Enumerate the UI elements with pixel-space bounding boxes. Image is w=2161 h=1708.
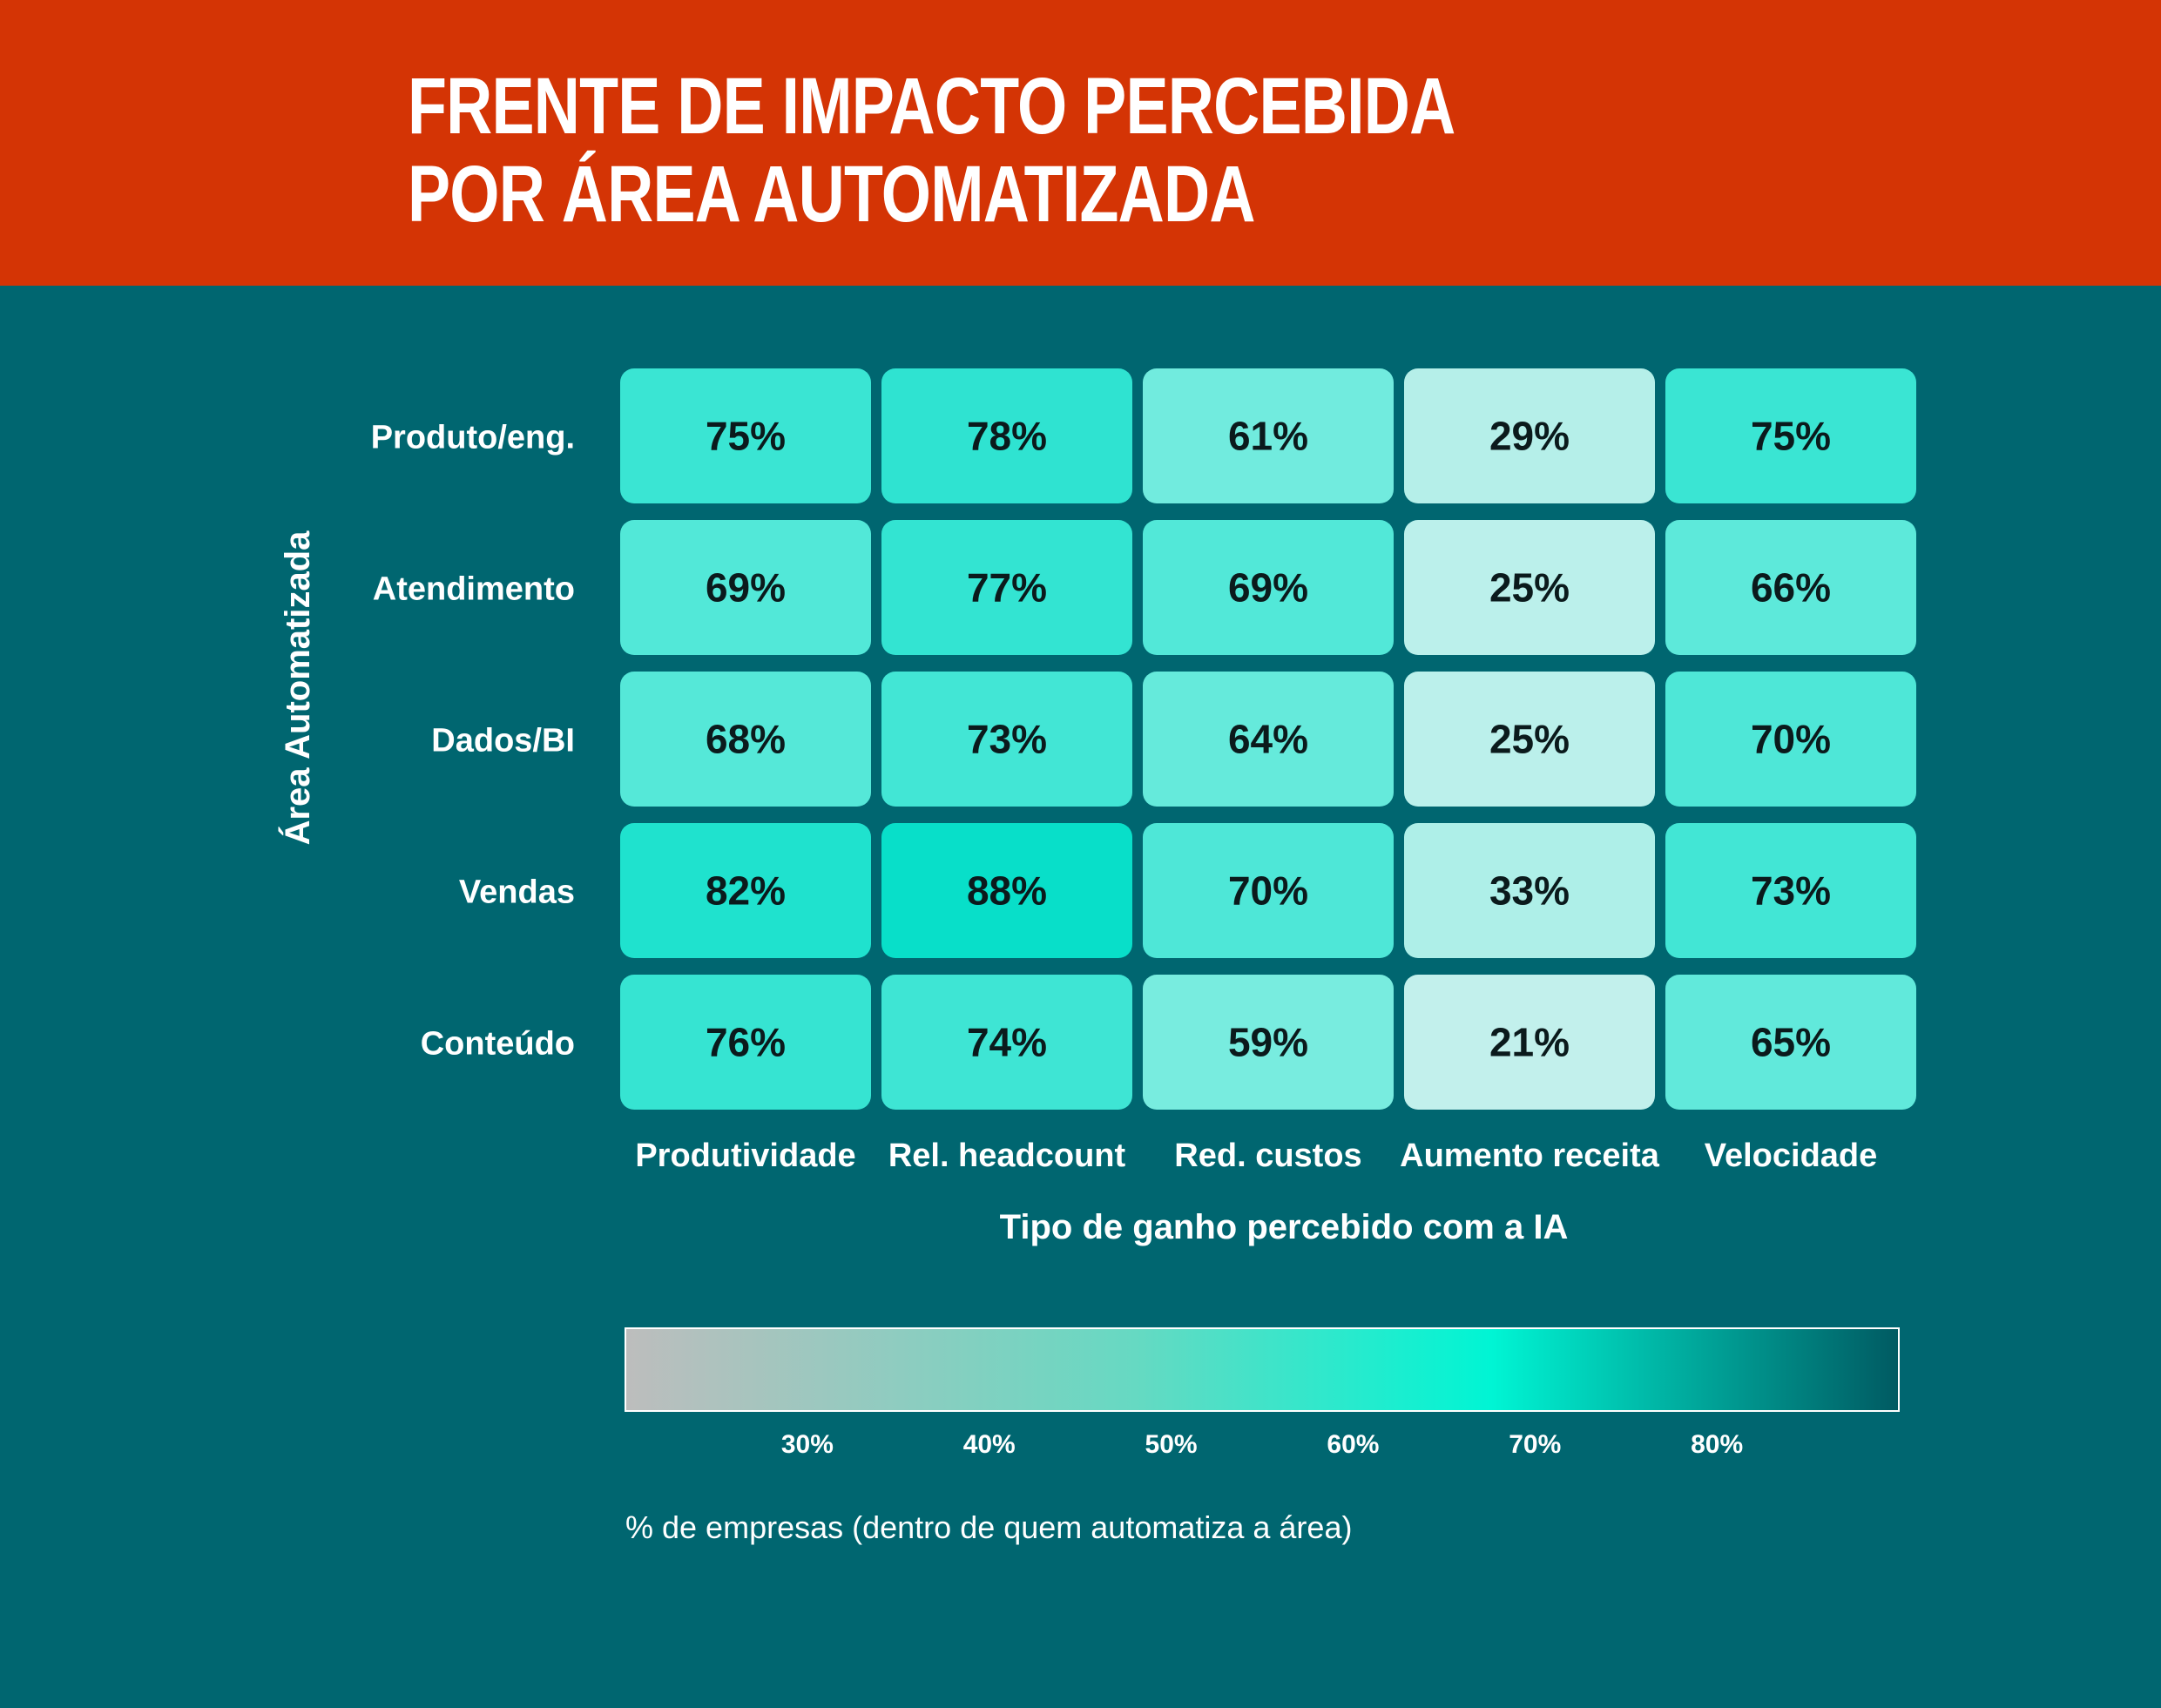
column-label: Aumento receita bbox=[1400, 1138, 1660, 1174]
heatmap-cell bbox=[620, 672, 871, 807]
colorbar-ticks: 30% 40% 50% 60% 70% 80% bbox=[781, 1430, 1743, 1459]
heatmap-cell bbox=[1665, 823, 1916, 958]
cell-value-label: 64% bbox=[1228, 717, 1308, 762]
column-label: Red. custos bbox=[1174, 1138, 1361, 1174]
cell-value-label: 61% bbox=[1228, 414, 1308, 459]
cell-value-label: 65% bbox=[1751, 1020, 1831, 1065]
cell-value-label: 70% bbox=[1751, 717, 1831, 762]
column-labels: Produtividade Rel. headcount Red. custos Au… bbox=[635, 1138, 1877, 1174]
heatmap-cell bbox=[1143, 823, 1394, 958]
heatmap-cell bbox=[1143, 368, 1394, 503]
cell-value-label: 33% bbox=[1489, 868, 1570, 914]
cell-value-label: 77% bbox=[967, 565, 1047, 611]
cell-value-label: 73% bbox=[1751, 868, 1831, 914]
heatmap-cell bbox=[881, 823, 1132, 958]
colorbar-tick-label: 50% bbox=[1145, 1430, 1198, 1459]
cell-value-label: 25% bbox=[1489, 565, 1570, 611]
column-label: Produtividade bbox=[635, 1138, 855, 1174]
colorbar-tick-label: 40% bbox=[963, 1430, 1016, 1459]
y-axis-title: Área Automatizada bbox=[278, 530, 317, 846]
heatmap-cell bbox=[881, 368, 1132, 503]
cell-value-label: 25% bbox=[1489, 717, 1570, 762]
chart-title-line-1: FRENTE DE IMPACTO PERCEBIDA bbox=[408, 62, 1455, 151]
heatmap-cell bbox=[1143, 975, 1394, 1110]
cell-value-label: 76% bbox=[706, 1020, 786, 1065]
heatmap-cell bbox=[620, 823, 871, 958]
heatmap-cell bbox=[881, 672, 1132, 807]
colorbar-tick-label: 70% bbox=[1509, 1430, 1561, 1459]
heatmap-cell bbox=[881, 975, 1132, 1110]
heatmap-cell bbox=[1404, 823, 1655, 958]
heatmap-cell bbox=[1143, 520, 1394, 655]
row-label: Atendimento bbox=[373, 571, 575, 608]
heatmap-cell bbox=[620, 368, 871, 503]
colorbar-tick-label: 30% bbox=[781, 1430, 834, 1459]
cell-value-label: 88% bbox=[967, 868, 1047, 914]
heatmap-cell bbox=[1665, 672, 1916, 807]
header-banner: FRENTE DE IMPACTO PERCEBIDA POR ÁREA AUT… bbox=[0, 0, 2161, 286]
heatmap-cell bbox=[1665, 368, 1916, 503]
cell-value-label: 75% bbox=[706, 414, 786, 459]
row-label: Produto/eng. bbox=[371, 420, 575, 456]
cell-value-label: 29% bbox=[1489, 414, 1570, 459]
row-label: Conteúdo bbox=[421, 1026, 575, 1063]
cell-value-label: 73% bbox=[967, 717, 1047, 762]
cell-value-label: 66% bbox=[1751, 565, 1831, 611]
heatmap-cell bbox=[1404, 520, 1655, 655]
cell-value-label: 69% bbox=[1228, 565, 1308, 611]
x-axis-title: Tipo de ganho percebido com a IA bbox=[1000, 1208, 1569, 1246]
column-label: Velocidade bbox=[1705, 1138, 1878, 1174]
colorbar-tick-label: 80% bbox=[1691, 1430, 1743, 1459]
heatmap-cell bbox=[881, 520, 1132, 655]
cell-value-label: 68% bbox=[706, 717, 786, 762]
heatmap-cell bbox=[620, 975, 871, 1110]
cell-value-label: 70% bbox=[1228, 868, 1308, 914]
cell-value-label: 82% bbox=[706, 868, 786, 914]
heatmap-cell bbox=[1665, 520, 1916, 655]
heatmap-cells: 75% 78% 61% 29% 75% 69% 77% 69% 25% 66% 68% 73% 64% 2… bbox=[620, 368, 1916, 1110]
cell-value-label: 59% bbox=[1228, 1020, 1308, 1065]
colorbar-caption: % de empresas (dentro de quem automatiza… bbox=[625, 1509, 1352, 1545]
heatmap-cell bbox=[1404, 368, 1655, 503]
row-label: Vendas bbox=[459, 874, 575, 911]
cell-value-label: 21% bbox=[1489, 1020, 1570, 1065]
cell-value-label: 74% bbox=[967, 1020, 1047, 1065]
column-label: Rel. headcount bbox=[888, 1138, 1126, 1174]
heatmap-cell bbox=[620, 520, 871, 655]
row-label: Dados/BI bbox=[431, 723, 575, 759]
colorbar-tick-label: 60% bbox=[1327, 1430, 1379, 1459]
heatmap-cell bbox=[1665, 975, 1916, 1110]
row-labels: Produto/eng. Atendimento Dados/BI Vendas Con… bbox=[371, 420, 575, 1063]
heatmap-cell bbox=[1143, 672, 1394, 807]
heatmap-cell bbox=[1404, 672, 1655, 807]
cell-value-label: 69% bbox=[706, 565, 786, 611]
cell-value-label: 75% bbox=[1751, 414, 1831, 459]
cell-value-label: 78% bbox=[967, 414, 1047, 459]
colorbar bbox=[625, 1327, 1900, 1412]
heatmap-cell bbox=[1404, 975, 1655, 1110]
chart-title-line-2: POR ÁREA AUTOMATIZADA bbox=[408, 150, 1255, 239]
